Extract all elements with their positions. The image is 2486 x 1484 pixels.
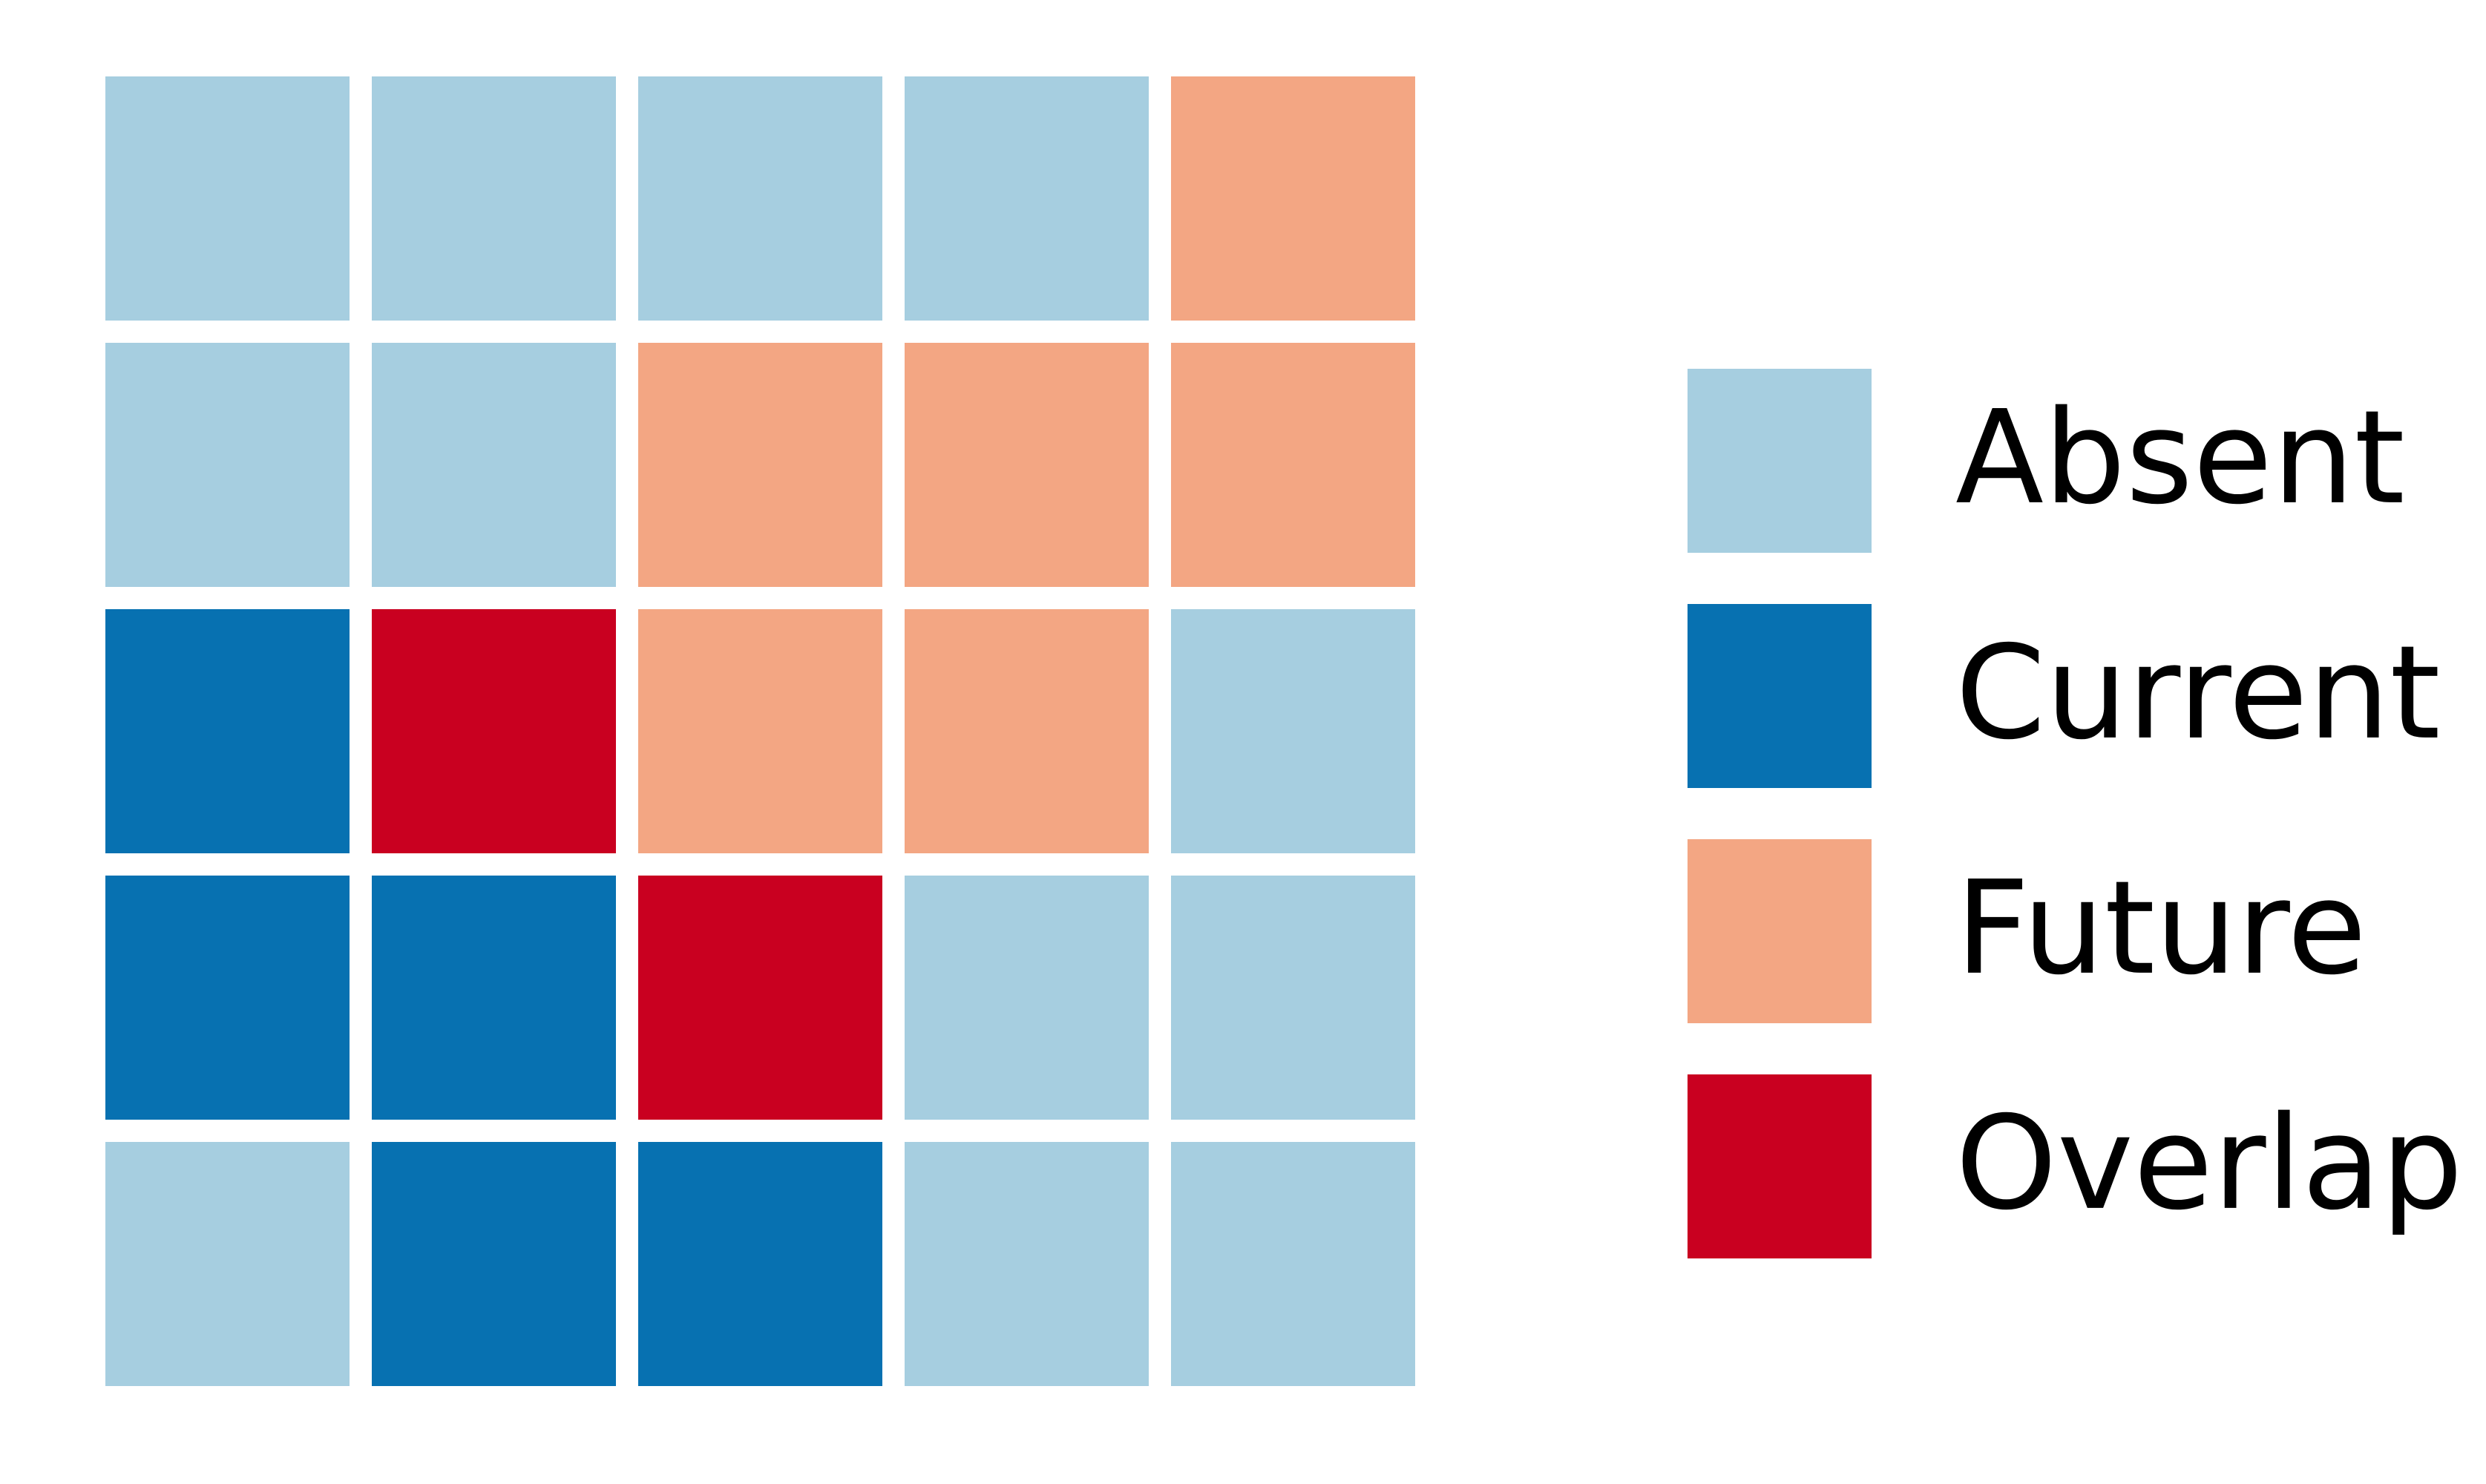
waffle-cell-current-r3-c1 [105,609,350,853]
legend-label-overlap: Overlap [1955,1089,2463,1239]
waffle-cell-current-r4-c1 [105,876,350,1120]
waffle-cell-absent-r1-c2 [372,76,616,321]
legend-item-overlap: Overlap [1688,1074,2463,1258]
waffle-cell-absent-r2-c1 [105,343,350,587]
waffle-cell-future-r2-c3 [638,343,882,587]
waffle-cell-absent-r4-c5 [1171,876,1415,1120]
waffle-cell-absent-r5-c5 [1171,1142,1415,1386]
waffle-cell-current-r5-c3 [638,1142,882,1386]
legend-label-absent: Absent [1955,383,2405,533]
legend-label-current: Current [1955,618,2441,769]
waffle-cell-absent-r3-c5 [1171,609,1415,853]
legend-item-current: Current [1688,604,2441,788]
legend-item-absent: Absent [1688,369,2405,553]
legend: Absent Current Future Overlap [1688,369,2463,1258]
waffle-cell-overlap-r3-c2 [372,609,616,853]
waffle-cell-future-r2-c4 [905,343,1149,587]
future-swatch-icon [1688,839,1872,1023]
waffle-cell-absent-r1-c4 [905,76,1149,321]
legend-label-future: Future [1955,853,2367,1004]
waffle-cell-current-r5-c2 [372,1142,616,1386]
waffle-cell-absent-r5-c1 [105,1142,350,1386]
overlap-swatch-icon [1688,1074,1872,1258]
waffle-cell-future-r1-c5 [1171,76,1415,321]
waffle-grid [105,76,1415,1386]
waffle-cell-current-r4-c2 [372,876,616,1120]
waffle-cell-absent-r1-c3 [638,76,882,321]
waffle-cell-future-r2-c5 [1171,343,1415,587]
waffle-cell-absent-r4-c4 [905,876,1149,1120]
legend-item-future: Future [1688,839,2367,1023]
current-swatch-icon [1688,604,1872,788]
waffle-cell-future-r3-c4 [905,609,1149,853]
waffle-cell-absent-r1-c1 [105,76,350,321]
waffle-cell-absent-r5-c4 [905,1142,1149,1386]
waffle-cell-absent-r2-c2 [372,343,616,587]
absent-swatch-icon [1688,369,1872,553]
waffle-cell-overlap-r4-c3 [638,876,882,1120]
waffle-cell-future-r3-c3 [638,609,882,853]
